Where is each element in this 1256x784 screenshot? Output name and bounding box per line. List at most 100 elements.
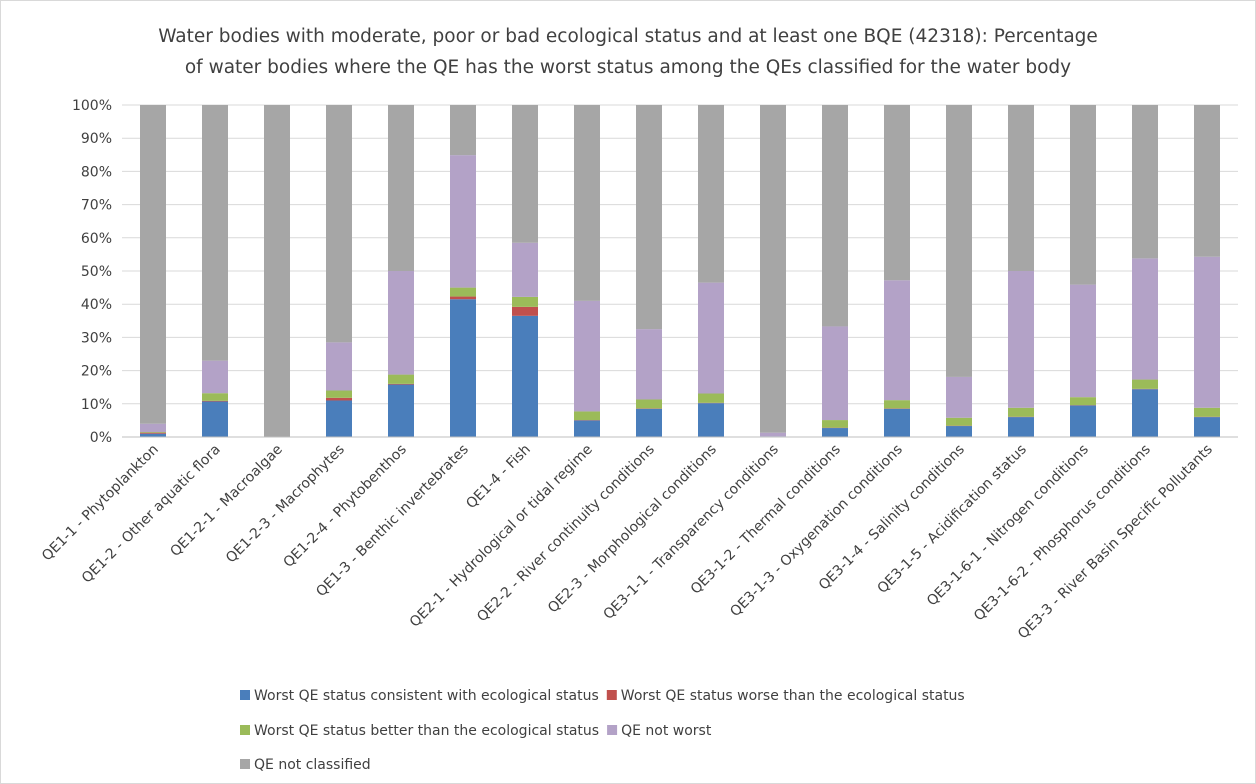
bar-segment (636, 408, 662, 437)
bar-segment (698, 403, 724, 437)
bar-segment (698, 393, 724, 403)
y-axis-tick-labels: 0% 10% 20% 30% 40% 50% 60% 70% 80% 90% 100% (72, 98, 112, 446)
bar-segment (202, 400, 228, 402)
bar-segment (512, 242, 538, 297)
bar-segment (512, 105, 538, 243)
bar-segment (636, 329, 662, 400)
bar-segment (574, 411, 600, 421)
bar-segment (202, 393, 228, 401)
bar-segment (1132, 389, 1158, 437)
chart-title: Water bodies with moderate, poor or bad … (158, 26, 1098, 78)
bar-segment (574, 105, 600, 301)
bar-segment (1070, 405, 1096, 437)
legend-label: QE not worst (621, 723, 712, 739)
bar-segment (388, 383, 414, 385)
y-tick-label: 60% (81, 231, 112, 247)
bar-segment (946, 426, 972, 437)
bar-segment (388, 374, 414, 384)
bar-segment (884, 408, 910, 437)
legend-swatch (607, 725, 618, 735)
legend-swatch (240, 725, 250, 735)
legend-swatch (240, 690, 250, 700)
bar-segment (388, 105, 414, 271)
bar-segment (760, 432, 786, 437)
y-tick-label: 40% (81, 297, 112, 313)
bars (140, 105, 1220, 437)
legend-item: QE not classified (240, 757, 371, 773)
bar-segment (450, 296, 476, 300)
legend-item: Worst QE status worse than the ecologica… (606, 688, 965, 704)
bar-segment (1194, 105, 1220, 257)
bar-segment (822, 326, 848, 421)
bar-segment (946, 105, 972, 377)
bar-segment (574, 420, 600, 437)
y-tick-label: 10% (81, 397, 112, 413)
bar-segment (140, 423, 166, 433)
bar-segment (450, 155, 476, 288)
y-tick-label: 0% (90, 430, 112, 446)
bar-segment (450, 105, 476, 156)
bar-segment (326, 390, 352, 398)
legend-label: QE not classified (254, 757, 371, 773)
x-category-label: QE1-2-3 - Macrophytes (223, 442, 348, 567)
bar-segment (1132, 105, 1158, 259)
legend-label: Worst QE status consistent with ecologic… (254, 688, 599, 704)
bar-segment (946, 376, 972, 418)
legend-swatch (240, 759, 250, 769)
bar-segment (574, 300, 600, 412)
y-tick-label: 80% (81, 164, 112, 180)
bar-segment (1194, 407, 1220, 417)
bar-segment (636, 105, 662, 330)
bar-segment (140, 432, 166, 434)
legend-item: Worst QE status better than the ecologic… (240, 723, 599, 739)
x-category-label: QE1-2-4 - Phytobenthos (280, 442, 409, 571)
bar-segment (140, 433, 166, 437)
bar-segment (264, 105, 290, 437)
legend-label: Worst QE status better than the ecologic… (254, 723, 599, 739)
bar-segment (388, 271, 414, 375)
bar-segment (512, 306, 538, 316)
bar-segment (1008, 407, 1034, 417)
bar-segment (698, 282, 724, 394)
bar-segment (698, 105, 724, 283)
bar-segment (1194, 256, 1220, 408)
y-tick-label: 90% (81, 131, 112, 147)
bar-segment (450, 287, 476, 297)
chart-title-line-1: Water bodies with moderate, poor or bad … (158, 26, 1098, 47)
bar-segment (1070, 284, 1096, 398)
legend-label: Worst QE status worse than the ecologica… (621, 688, 965, 704)
bar-segment (946, 417, 972, 426)
bar-segment (1132, 258, 1158, 380)
legend: Worst QE status consistent with ecologic… (240, 688, 965, 773)
chart-title-line-2: of water bodies where the QE has the wor… (185, 57, 1071, 78)
legend-item: Worst QE status consistent with ecologic… (240, 688, 599, 704)
bar-segment (388, 384, 414, 437)
y-tick-label: 30% (81, 330, 112, 346)
bar-segment (1132, 379, 1158, 389)
bar-segment (884, 280, 910, 401)
y-tick-label: 50% (81, 264, 112, 280)
y-tick-label: 100% (72, 98, 112, 114)
bar-segment (202, 360, 228, 394)
gridlines (122, 104, 1238, 405)
bar-segment (822, 420, 848, 428)
bar-segment (1070, 397, 1096, 406)
bar-segment (760, 105, 786, 433)
x-category-label: QE1-1 - Phytoplankton (39, 442, 162, 565)
bar-segment (822, 105, 848, 327)
legend-item: QE not worst (607, 723, 712, 739)
bar-segment (512, 296, 538, 307)
bar-segment (140, 105, 166, 424)
bar-segment (1008, 271, 1034, 408)
bar-segment (512, 315, 538, 437)
bar-segment (326, 397, 352, 401)
y-tick-label: 70% (81, 198, 112, 214)
bar-segment (1008, 417, 1034, 437)
bar-segment (326, 105, 352, 343)
bar-segment (140, 432, 166, 433)
bar-segment (326, 400, 352, 437)
legend-swatch (606, 690, 617, 700)
bar-segment (822, 428, 848, 437)
